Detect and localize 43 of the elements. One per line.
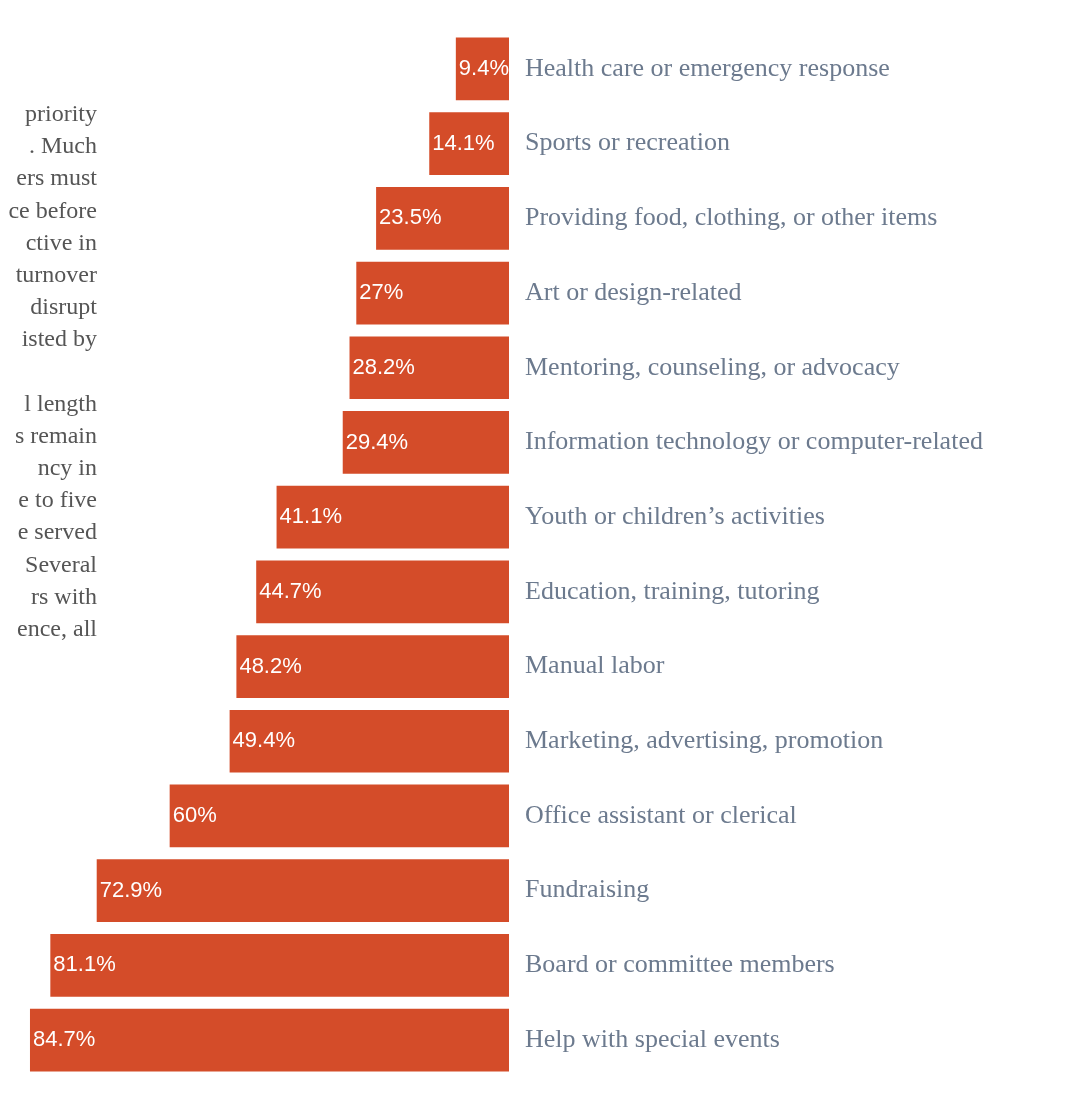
y-tick-label: Information technology or computer-related bbox=[525, 426, 983, 456]
y-tick-label: Sports or recreation bbox=[525, 127, 731, 157]
y-tick-label: Mentoring, counseling, or advocacy bbox=[525, 351, 900, 381]
annotation: l length s remain ncy in e to five e served Several rs with ence, all bbox=[14, 388, 97, 644]
data-label: 44.7% bbox=[259, 577, 322, 603]
y-tick-label: Providing food, clothing, or other items bbox=[525, 202, 938, 232]
data-label: 60% bbox=[172, 802, 217, 828]
data-label: 84.7% bbox=[32, 1026, 96, 1052]
bar bbox=[236, 635, 509, 698]
annotation: priority . Much ers must ce before ctive in turnover disrupt isted by bbox=[7, 99, 97, 354]
bar bbox=[376, 186, 509, 250]
data-label: 9.4% bbox=[458, 55, 509, 81]
bar bbox=[276, 485, 509, 549]
data-label: 49.4% bbox=[232, 727, 296, 753]
y-tick-label: Help with special events bbox=[525, 1023, 780, 1053]
data-label: 81.1% bbox=[53, 951, 116, 977]
y-tick-label: Board or committee members bbox=[525, 949, 835, 979]
data-label: 41.1% bbox=[279, 503, 342, 529]
bar bbox=[349, 336, 509, 400]
bar bbox=[169, 784, 509, 848]
bar bbox=[50, 933, 509, 997]
y-tick-label: Education, training, tutoring bbox=[525, 575, 820, 605]
bar bbox=[229, 709, 509, 773]
data-label: 48.2% bbox=[239, 652, 302, 678]
data-label: 27% bbox=[359, 279, 404, 305]
data-label: 72.9% bbox=[99, 876, 163, 902]
data-label: 28.2% bbox=[352, 353, 415, 379]
y-tick-label: Marketing, advertising, promotion bbox=[525, 725, 884, 755]
y-tick-label: Health care or emergency response bbox=[525, 52, 890, 82]
bar bbox=[342, 411, 509, 474]
data-label: 29.4% bbox=[345, 428, 409, 454]
y-tick-label: Youth or children’s activities bbox=[525, 500, 825, 530]
data-label: 14.1% bbox=[432, 129, 495, 155]
bar bbox=[96, 859, 509, 923]
y-tick-label: Office assistant or clerical bbox=[525, 799, 797, 829]
y-tick-label: Fundraising bbox=[525, 874, 650, 904]
y-tick-label: Manual labor bbox=[525, 650, 665, 680]
data-label: 23.5% bbox=[379, 204, 442, 230]
bar bbox=[429, 112, 509, 176]
bar bbox=[256, 560, 509, 624]
bar bbox=[29, 1008, 509, 1072]
bar bbox=[356, 261, 509, 325]
y-tick-label: Art or design-related bbox=[525, 276, 742, 306]
